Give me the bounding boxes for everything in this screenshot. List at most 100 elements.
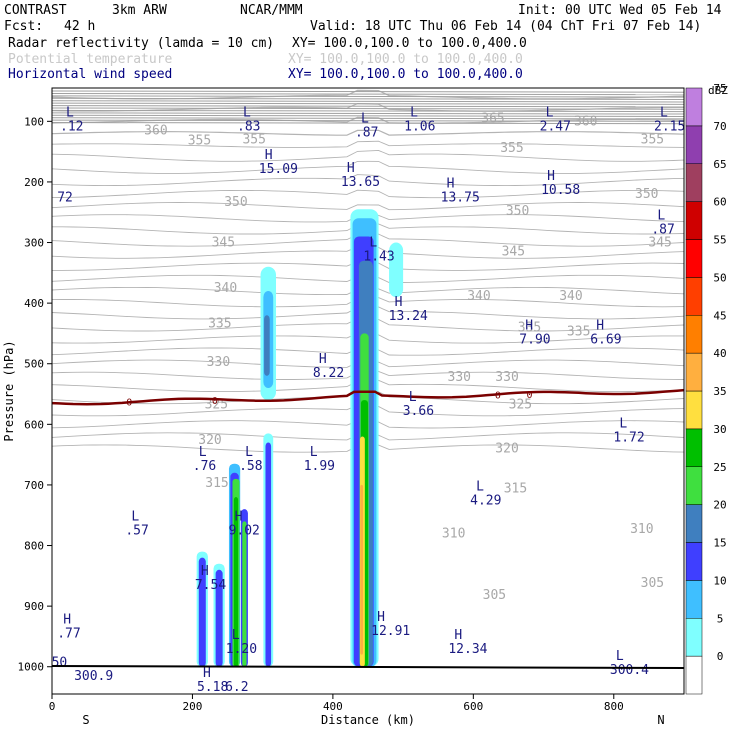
theta-label: 335 (567, 325, 590, 340)
theta-label: 355 (242, 133, 265, 148)
wind-extremum: H9.02 (229, 510, 260, 539)
wind-extremum: L1.20 (226, 628, 257, 657)
theta-contour (51, 92, 685, 96)
theta-label: 330 (207, 355, 230, 370)
north-label: N (657, 713, 664, 727)
theta-contour (51, 122, 685, 125)
theta-label: 320 (495, 442, 518, 457)
wind-extremum-type: H (319, 352, 327, 367)
theta-label: 340 (214, 281, 237, 296)
wind-extremum-type: L (616, 649, 624, 664)
wind-extremum-value: 5.18 (197, 680, 228, 695)
theta-label: 305 (483, 588, 506, 603)
wind-extremum: 50 (52, 656, 68, 671)
wind-extremum-type: L (660, 105, 668, 120)
wind-extremum-value: 3.66 (403, 404, 434, 419)
wind-extremum-value: 15.09 (259, 162, 298, 177)
theta-contour (51, 202, 685, 211)
wind-extremum-type: H (454, 628, 462, 643)
model-name: 3km ARW (112, 3, 167, 18)
theta-contour (51, 97, 685, 101)
colorbar-swatch (685, 466, 703, 505)
theta-label: 350 (635, 187, 658, 202)
freezing-level-value: 0 (526, 390, 532, 401)
wind-extremum-type: H (265, 148, 273, 163)
wind-extremum-value: 1.43 (363, 250, 394, 265)
wind-extremum-value: .12 (60, 119, 83, 134)
wind-extremum-value: 1.72 (613, 430, 644, 445)
colorbar-unit: dBZ (708, 84, 728, 97)
wind-extremum-type: H (347, 161, 355, 176)
colorbar-label: 65 (713, 158, 726, 171)
freezing-level-line (51, 388, 685, 406)
colorbar-label: 15 (713, 537, 726, 550)
colorbar-swatch (685, 277, 703, 316)
wind-extremum-type: H (377, 610, 385, 625)
wind-extremum-value: 50 (52, 656, 68, 671)
freezing-level-value: 0 (495, 391, 501, 402)
theta-label: 345 (212, 236, 235, 251)
colorbar-label: 60 (713, 196, 726, 209)
theta-label: 355 (188, 134, 211, 149)
field-2-name: Potential temperature (8, 52, 173, 67)
colorbar-label: 45 (713, 309, 726, 322)
theta-label: 315 (205, 476, 228, 491)
theta-label: 360 (144, 123, 167, 138)
colorbar-swatch (685, 618, 703, 657)
wind-extremum-value: 12.91 (371, 624, 410, 639)
theta-label: 345 (648, 236, 671, 251)
wind-extremum-value: .58 (239, 459, 262, 474)
wind-extremum-value: 1.99 (304, 459, 335, 474)
wind-extremum: H7.90 (519, 319, 550, 348)
wind-extremum-type: L (369, 236, 377, 251)
field-3-xy: XY= 100.0,100.0 to 100.0,400.0 (288, 67, 523, 82)
wind-extremum: H13.75 (441, 176, 480, 205)
x-tick-label: 600 (463, 700, 483, 713)
theta-contour (51, 189, 685, 199)
field-3-name: Horizontal wind speed (8, 67, 172, 82)
x-tick-label: 400 (323, 700, 343, 713)
wind-extremum-value: 6.69 (590, 333, 621, 348)
wind-extremum-type: L (66, 105, 74, 120)
wind-extremum-value: 300.4 (610, 663, 649, 678)
wind-extremum: H12.91 (371, 610, 410, 639)
wind-extremum: H12.34 (448, 628, 487, 657)
wind-extremum: L.76 (193, 445, 216, 474)
colorbar-label: 50 (713, 271, 726, 284)
colorbar-label: 0 (717, 650, 724, 663)
wind-extremum-type: H (63, 613, 71, 628)
colorbar-label: 35 (713, 385, 726, 398)
theta-label: 325 (509, 397, 532, 412)
wind-extremum: L.83 (237, 105, 260, 134)
wind-extremum: L.58 (239, 445, 262, 474)
theta-label: 350 (224, 195, 247, 210)
wind-extremum-type: L (245, 445, 253, 460)
reflectivity-field (196, 209, 404, 667)
theta-label: 330 (495, 370, 518, 385)
y-tick-label: 100 (24, 115, 44, 128)
theta-label: 325 (205, 397, 228, 412)
wind-extremum-type: L (310, 445, 318, 460)
theta-labels: 360 355 355 365 360 355 355 350 350 350 345 345 345 3… (144, 111, 672, 603)
theta-label: 350 (506, 204, 529, 219)
wind-extremum: H15.09 (259, 148, 298, 177)
y-tick-label: 700 (24, 479, 44, 492)
colorbar-swatch (685, 390, 703, 430)
wind-extremum-type: H (447, 176, 455, 191)
wind-extremum: L1.99 (304, 445, 335, 474)
colorbar-label: 25 (713, 461, 726, 474)
wind-extremum: 6.2 (225, 680, 248, 695)
wind-extremum: L1.43 (363, 236, 394, 265)
colorbar-swatch (685, 315, 703, 354)
y-tick-label: 500 (24, 358, 44, 371)
wind-extremum-value: 7.90 (519, 333, 550, 348)
wind-extremum-value: .77 (57, 627, 80, 642)
theta-contour (51, 95, 685, 98)
project-name: CONTRAST (4, 3, 67, 18)
theta-label: 330 (448, 370, 471, 385)
colorbar-swatch (685, 352, 703, 392)
colorbar-swatch (685, 201, 703, 240)
wind-extremum-value: 300.9 (74, 669, 113, 684)
wind-extremum-type: H (525, 319, 533, 334)
reflectivity-cell (389, 242, 404, 298)
